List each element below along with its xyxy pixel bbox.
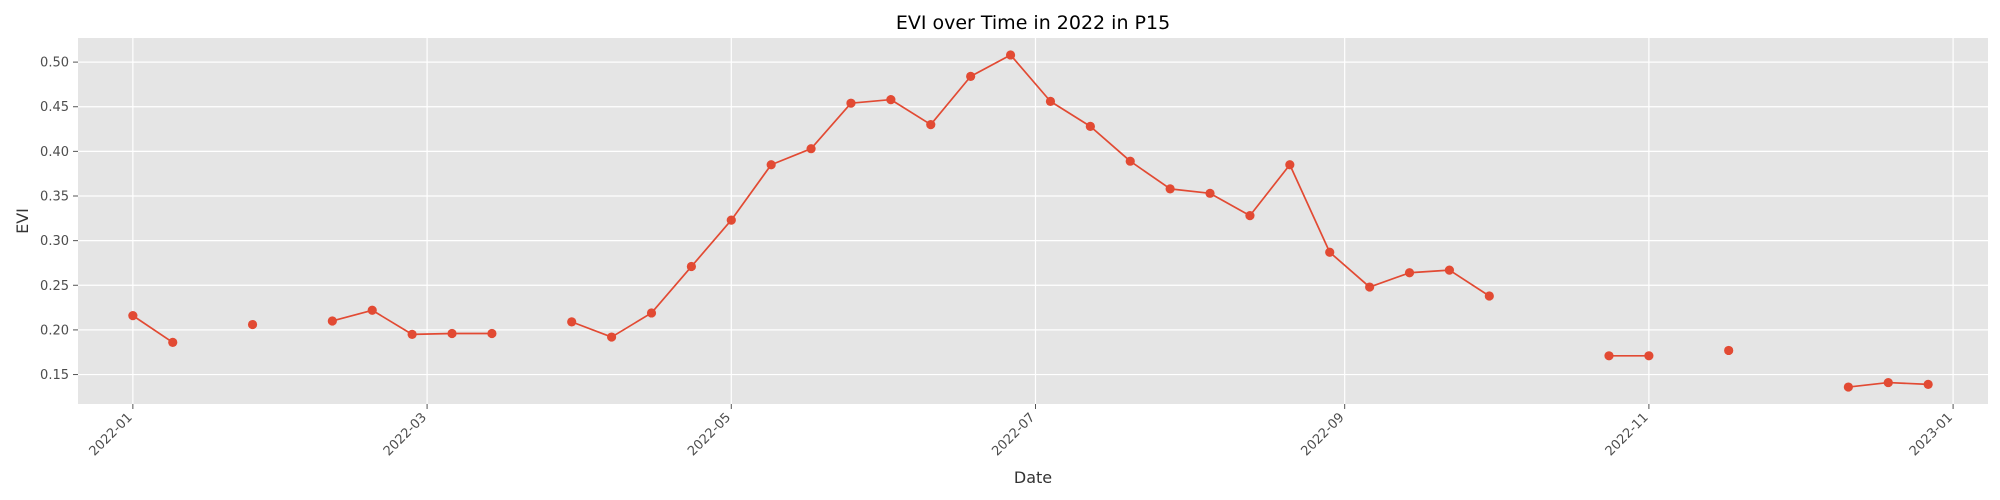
data-point — [128, 311, 138, 321]
data-point — [1843, 382, 1853, 392]
data-point — [1444, 265, 1455, 275]
y-axis-ticks: 0.15 0.20 0.25 0.30 0.35 0.40 0.45 0.50 — [40, 56, 78, 383]
data-point — [766, 160, 776, 170]
data-point — [1325, 247, 1335, 257]
y-tick-label: 0.25 — [40, 279, 69, 294]
data-point — [1923, 379, 1933, 389]
data-point — [1883, 377, 1893, 388]
x-tick-label: 2023-01 — [1907, 410, 1956, 459]
data-point — [1005, 50, 1016, 60]
data-point — [247, 319, 258, 330]
data-point — [1404, 268, 1415, 278]
plot-area — [78, 38, 1988, 404]
data-point — [168, 337, 178, 348]
data-point — [726, 215, 736, 225]
data-point — [607, 332, 617, 342]
data-point — [646, 308, 657, 318]
data-point — [1724, 345, 1734, 356]
data-point — [327, 316, 337, 326]
data-point — [886, 94, 896, 105]
y-tick-label: 0.30 — [40, 234, 69, 249]
y-tick-label: 0.45 — [40, 100, 69, 115]
data-point — [407, 329, 417, 339]
data-point — [1165, 184, 1175, 194]
chart-title: EVI over Time in 2022 in P15 — [896, 12, 1170, 34]
data-point — [1045, 96, 1056, 106]
y-tick-label: 0.40 — [40, 145, 69, 160]
data-point — [487, 328, 497, 339]
data-point — [367, 305, 377, 315]
y-tick-label: 0.15 — [40, 368, 69, 383]
series-line-segment — [571, 54, 1490, 338]
x-tick-label: 2022-09 — [1298, 410, 1347, 459]
y-axis-label: EVI — [13, 208, 32, 234]
x-tick-label: 2022-11 — [1603, 410, 1652, 459]
series-layer — [128, 50, 1933, 392]
data-point — [1205, 188, 1215, 198]
data-point — [567, 317, 577, 327]
data-point — [806, 144, 816, 154]
y-tick-label: 0.50 — [40, 56, 69, 71]
x-axis-ticks: 2022-01 2022-03 2022-05 2022-07 2022-09 2022-… — [87, 404, 1956, 459]
series-line-segment — [132, 314, 174, 344]
x-tick-label: 2022-05 — [685, 410, 734, 459]
y-tick-label: 0.20 — [40, 323, 69, 338]
y-tick-label: 0.35 — [40, 190, 69, 205]
data-point — [447, 328, 457, 339]
grid-lines — [78, 38, 1988, 404]
data-point — [1365, 282, 1375, 292]
data-point — [846, 98, 856, 108]
x-tick-label: 2022-07 — [989, 410, 1038, 459]
data-point — [966, 71, 976, 81]
data-point — [686, 261, 696, 272]
data-point — [1604, 351, 1614, 361]
data-point — [1245, 211, 1255, 221]
data-point — [926, 119, 936, 130]
x-tick-label: 2022-03 — [381, 410, 430, 459]
data-point — [1125, 156, 1135, 166]
data-point — [1644, 351, 1654, 361]
data-point — [1484, 291, 1494, 301]
x-axis-label: Date — [1014, 468, 1052, 487]
data-point — [1085, 121, 1095, 131]
data-point — [1285, 160, 1295, 170]
x-tick-label: 2022-01 — [87, 410, 136, 459]
